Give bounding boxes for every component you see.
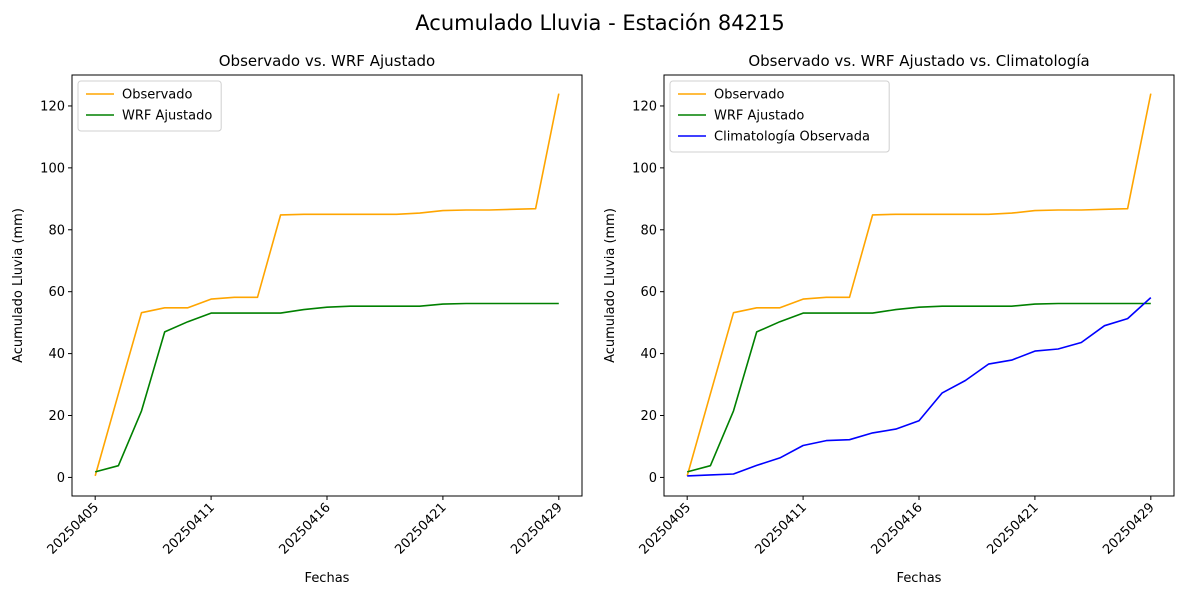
series-line-wrf-ajustado: [686, 302, 1151, 473]
y-tick-label: 100: [40, 161, 65, 176]
y-axis-label: Acumulado Lluvia (mm): [603, 208, 618, 363]
series-line-observado: [686, 93, 1152, 477]
legend-label: Observado: [122, 88, 193, 103]
x-axis-label: Fechas: [305, 571, 350, 586]
legend: Observado WRF Ajustado Climatología Observ…: [669, 80, 890, 153]
x-axis-label: Fechas: [897, 571, 942, 586]
legend-label: Climatología Observada: [714, 130, 870, 145]
y-tick-label: 40: [640, 347, 657, 362]
x-tick-label: 20250421: [984, 500, 1041, 557]
y-axis-label: Acumulado Lluvia (mm): [11, 208, 26, 363]
left-chart: Observado vs. WRF Ajustado 0 20 40 60 80 100 12…: [11, 52, 583, 586]
y-tick-label: 100: [632, 161, 657, 176]
x-tick-label: 20250421: [392, 500, 449, 557]
y-tick-label: 80: [48, 223, 65, 238]
x-tick-label: 20250416: [276, 500, 333, 557]
y-tick-label: 120: [632, 99, 657, 114]
y-tick-label: 60: [640, 285, 657, 300]
right-chart: Observado vs. WRF Ajustado vs. Climatolo…: [603, 52, 1175, 586]
plot-frame: [71, 74, 583, 497]
y-tick-label: 20: [48, 409, 65, 424]
x-tick-label: 20250429: [1100, 500, 1157, 557]
series-line-observado: [94, 93, 560, 477]
x-tick-label: 20250405: [45, 500, 102, 557]
y-tick-label: 120: [40, 99, 65, 114]
legend-label: WRF Ajustado: [714, 109, 804, 124]
x-tick-label: 20250405: [637, 500, 694, 557]
series-line-climatolog-a-observada: [687, 297, 1152, 477]
y-tick-label: 20: [640, 409, 657, 424]
y-tick-label: 0: [57, 471, 65, 486]
legend-label: Observado: [714, 88, 785, 103]
x-tick-label: 20250411: [753, 500, 810, 557]
legend-box: [669, 80, 890, 153]
figure-title: Acumulado Lluvia - Estación 84215: [415, 11, 784, 35]
x-tick-label: 20250429: [508, 500, 565, 557]
y-tick-label: 0: [649, 471, 657, 486]
x-tick-label: 20250416: [868, 500, 925, 557]
y-tick-label: 60: [48, 285, 65, 300]
series-line-wrf-ajustado: [94, 302, 559, 473]
x-tick-label: 20250411: [161, 500, 218, 557]
legend-label: WRF Ajustado: [122, 109, 212, 124]
chart-title: Observado vs. WRF Ajustado vs. Climatolo…: [748, 52, 1089, 70]
legend: Observado WRF Ajustado: [77, 80, 222, 132]
y-tick-label: 80: [640, 223, 657, 238]
chart-title: Observado vs. WRF Ajustado: [219, 52, 435, 70]
y-tick-label: 40: [48, 347, 65, 362]
